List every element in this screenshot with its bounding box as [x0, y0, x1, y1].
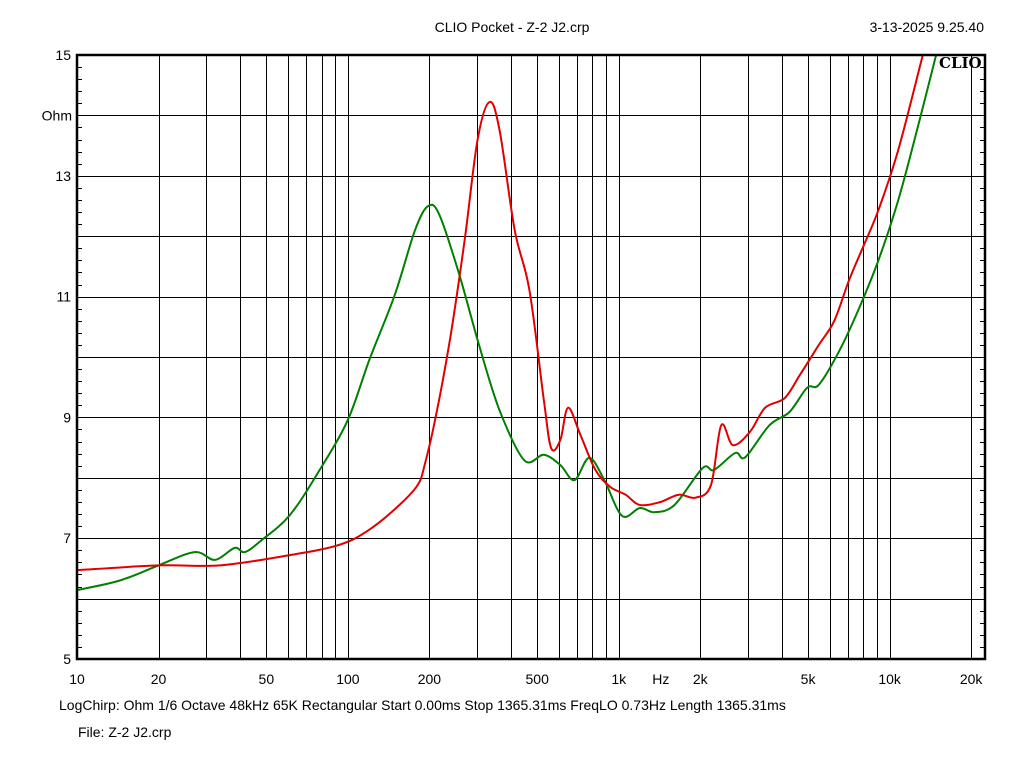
y-tick-label: 9 — [63, 409, 71, 425]
x-axis-label: Hz — [652, 671, 669, 687]
x-tick-label: 5k — [801, 671, 817, 687]
x-tick-label: 20 — [151, 671, 167, 687]
y-axis-label: Ohm — [42, 107, 72, 123]
x-tick-label: 1k — [611, 671, 627, 687]
y-tick-label: 13 — [55, 168, 71, 184]
timestamp: 3-13-2025 9.25.40 — [869, 19, 984, 35]
x-tick-label: 200 — [418, 671, 442, 687]
axis-labels: 10 20 50 100 200 500 1k 2k 5k 10k 20k Hz 5 7 9 11 13 15 Oh… — [42, 47, 984, 687]
grid — [77, 55, 985, 660]
y-tick-label: 7 — [63, 530, 71, 546]
chart-title: CLIO Pocket - Z-2 J2.crp — [434, 19, 590, 35]
curves — [77, 55, 938, 592]
x-tick-label: 500 — [526, 671, 550, 687]
file-name: File: Z-2 J2.crp — [78, 724, 172, 740]
x-tick-label: 100 — [336, 671, 360, 687]
y-tick-label: 11 — [56, 289, 71, 305]
x-tick-label: 20k — [960, 671, 984, 687]
series-line-green — [77, 55, 938, 592]
clio-logo: CLIO — [939, 54, 982, 72]
measurement-settings: LogChirp: Ohm 1/6 Octave 48kHz 65K Recta… — [59, 697, 786, 713]
x-tick-label: 10 — [69, 671, 85, 687]
x-tick-label: 50 — [259, 671, 275, 687]
series-line-red — [77, 55, 924, 572]
x-tick-label: 2k — [693, 671, 709, 687]
y-tick-label: 5 — [63, 651, 71, 667]
y-tick-label: 15 — [55, 47, 71, 63]
x-tick-label: 10k — [878, 671, 902, 687]
plot-frame — [75, 53, 987, 661]
